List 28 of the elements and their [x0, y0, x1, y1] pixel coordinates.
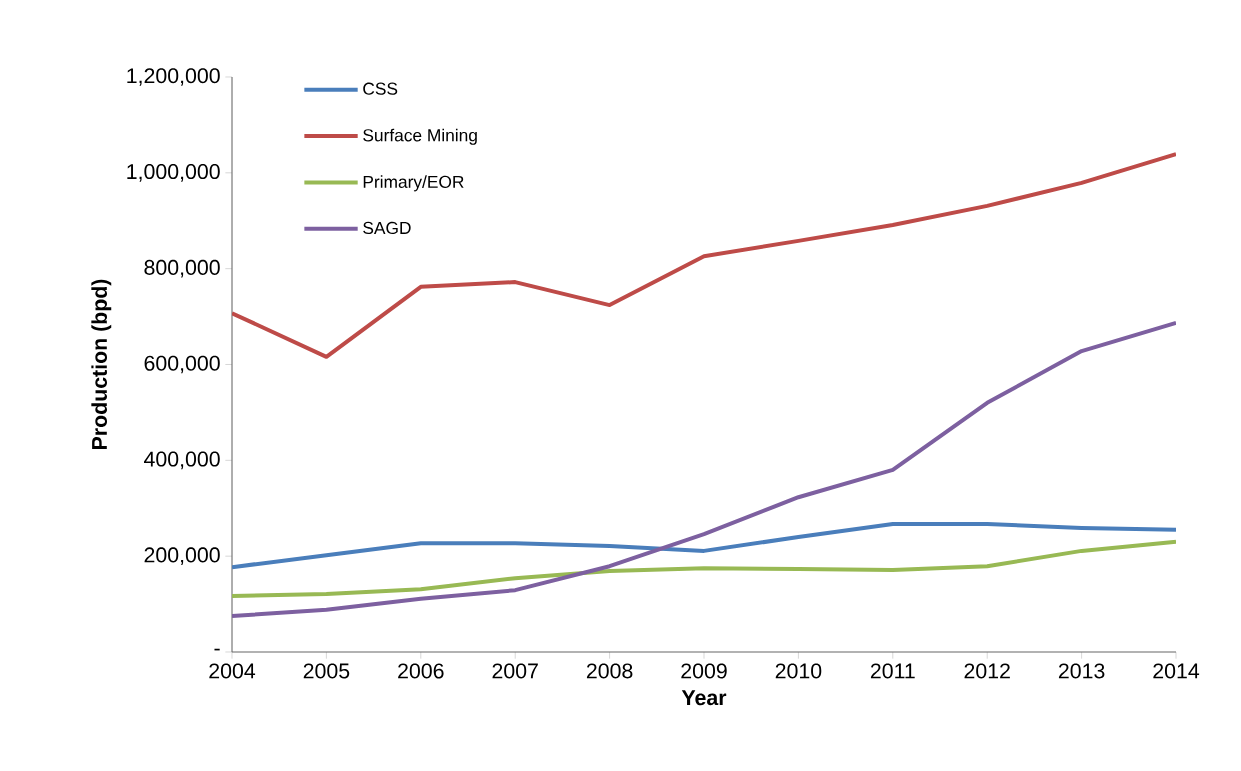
x-tick-label: 2008: [586, 663, 633, 679]
x-tick-label: 2014: [1153, 663, 1200, 679]
x-tick-label: 2006: [398, 663, 444, 679]
x-tick-label: 2007: [492, 663, 538, 679]
y-tick-label: 800,000: [144, 259, 220, 278]
y-tick-label: -: [214, 648, 220, 651]
y-tick-label: 400,000: [144, 451, 220, 470]
x-tick-label: 2009: [681, 663, 727, 679]
y-axis-title: Production (bpd): [91, 279, 112, 449]
y-tick-label: 1,200,000: [127, 68, 220, 86]
y-tick-label: 200,000: [144, 547, 220, 565]
legend-label: SAGD: [363, 221, 411, 235]
legend-label: Primary/EOR: [363, 175, 464, 192]
x-tick-label: 2011: [870, 663, 915, 679]
x-axis-title: Year: [681, 690, 727, 706]
line-series: [232, 539, 1177, 598]
legend-label: CSS: [363, 82, 398, 95]
x-tick-label: 2004: [209, 663, 256, 679]
line-series: [232, 522, 1177, 570]
x-tick-label: 2005: [303, 663, 350, 679]
y-tick-label: 1,000,000: [127, 164, 220, 182]
x-tick-label: 2012: [964, 663, 1010, 679]
legend-label: Surface Mining: [363, 128, 477, 145]
line-series: [232, 320, 1177, 619]
y-tick-label: 600,000: [144, 355, 220, 374]
line-series: [232, 152, 1177, 359]
x-tick-label: 2013: [1058, 663, 1105, 679]
x-tick-label: 2010: [775, 663, 822, 679]
